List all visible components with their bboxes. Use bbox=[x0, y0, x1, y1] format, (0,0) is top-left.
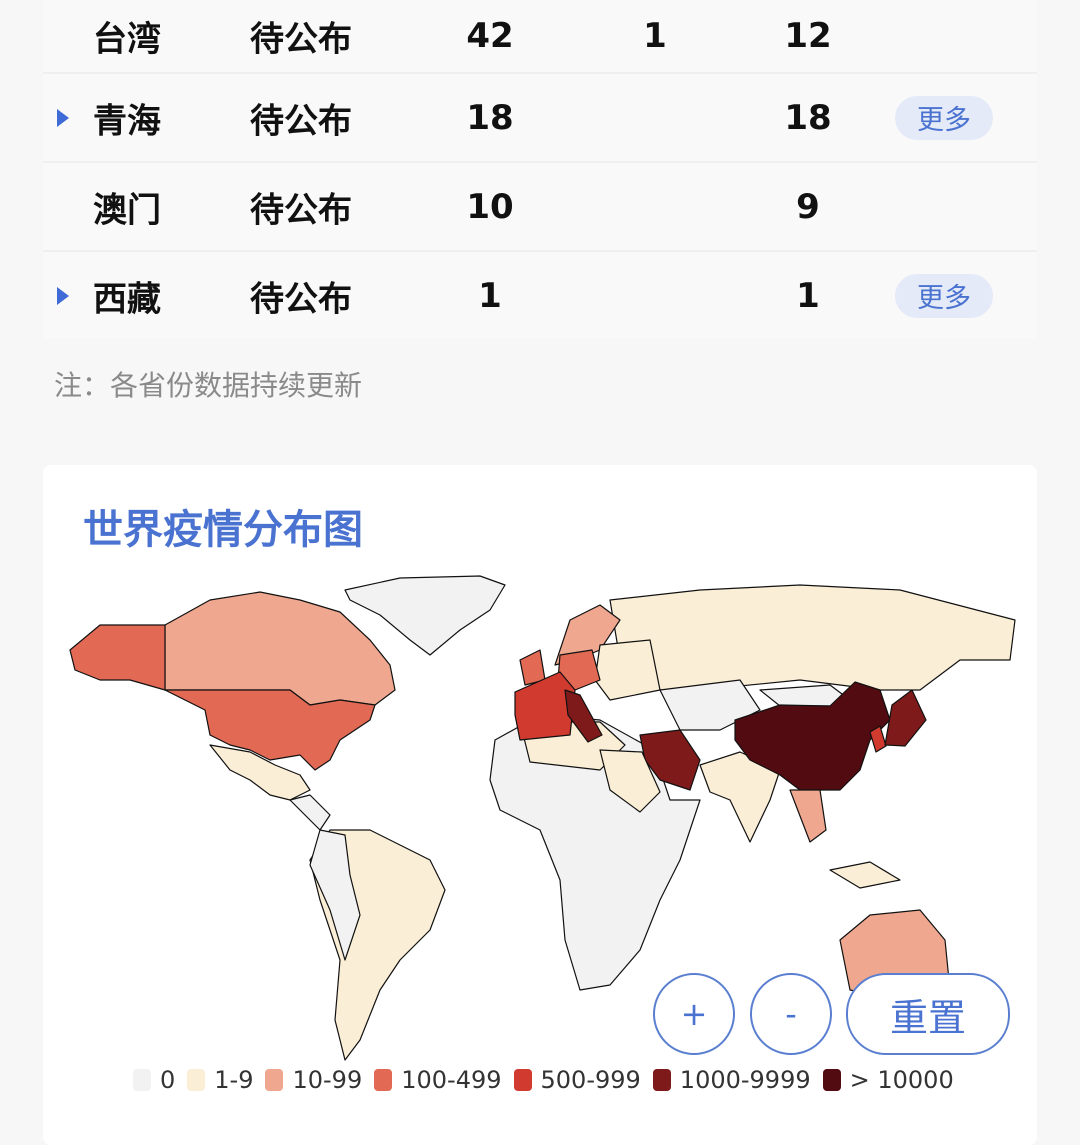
province-status: 待公布 bbox=[250, 279, 352, 319]
legend-label: 1-9 bbox=[214, 1066, 254, 1094]
region-southeast-asia[interactable] bbox=[789, 789, 827, 843]
region-indonesia[interactable] bbox=[829, 861, 901, 889]
reset-button[interactable]: 重置 bbox=[846, 973, 1010, 1055]
region-greenland[interactable] bbox=[344, 575, 506, 656]
legend-swatch bbox=[374, 1069, 393, 1091]
table-row[interactable]: 西藏 待公布 1 1 更多 bbox=[43, 252, 1037, 339]
legend-item[interactable]: 1-9 bbox=[187, 1066, 253, 1094]
world-map-card: 世界疫情分布图 + - 重置 0 1-9 10-99 100-499 500-999 10… bbox=[43, 465, 1037, 1145]
province-status: 待公布 bbox=[250, 19, 352, 60]
region-japan[interactable] bbox=[884, 689, 927, 747]
province-table: 台湾 待公布 42 1 12 青海 待公布 18 18 更多 澳门 待公布 10… bbox=[43, 0, 1037, 339]
legend-label: 1000-9999 bbox=[679, 1066, 811, 1094]
province-status: 待公布 bbox=[250, 190, 352, 230]
confirmed-count: 1 bbox=[478, 275, 502, 316]
count-col2: 1 bbox=[643, 16, 667, 56]
count-col3: 18 bbox=[784, 97, 832, 138]
region-central-america[interactable] bbox=[289, 794, 331, 831]
zoom-out-button[interactable]: - bbox=[750, 973, 832, 1055]
expand-arrow-icon[interactable] bbox=[57, 286, 69, 305]
region-arabia[interactable] bbox=[599, 749, 661, 813]
more-button[interactable]: 更多 bbox=[895, 273, 993, 318]
legend-swatch bbox=[133, 1069, 151, 1091]
region-russia[interactable] bbox=[609, 584, 1016, 691]
region-canada[interactable] bbox=[164, 591, 396, 706]
legend-label: 10-99 bbox=[292, 1066, 363, 1094]
region-china[interactable] bbox=[734, 681, 891, 791]
region-usa[interactable] bbox=[164, 689, 376, 771]
more-button[interactable]: 更多 bbox=[895, 95, 993, 140]
map-title: 世界疫情分布图 bbox=[83, 507, 363, 553]
world-map[interactable] bbox=[43, 465, 1037, 1145]
zoom-in-button[interactable]: + bbox=[653, 973, 735, 1055]
legend-swatch bbox=[652, 1069, 671, 1091]
confirmed-count: 10 bbox=[466, 186, 514, 227]
region-mexico[interactable] bbox=[209, 744, 311, 801]
province-name: 台湾 bbox=[93, 19, 161, 60]
province-name: 澳门 bbox=[93, 190, 161, 230]
region-korea[interactable] bbox=[869, 725, 887, 753]
table-row[interactable]: 青海 待公布 18 18 更多 bbox=[43, 74, 1037, 163]
legend-item[interactable]: 10-99 bbox=[265, 1066, 362, 1094]
legend-label: 100-499 bbox=[401, 1066, 502, 1094]
province-name: 青海 bbox=[93, 101, 161, 141]
count-col3: 12 bbox=[784, 16, 832, 56]
province-status: 待公布 bbox=[250, 101, 352, 141]
legend-item[interactable]: 100-499 bbox=[374, 1066, 502, 1094]
table-row: 台湾 待公布 42 1 12 bbox=[43, 0, 1037, 74]
region-andes[interactable] bbox=[309, 829, 361, 961]
province-name: 西藏 bbox=[93, 279, 161, 319]
legend-swatch bbox=[265, 1069, 284, 1091]
confirmed-count: 42 bbox=[466, 16, 514, 56]
legend-swatch bbox=[822, 1069, 841, 1091]
legend-item[interactable]: 1000-9999 bbox=[652, 1066, 811, 1094]
table-row: 澳门 待公布 10 9 bbox=[43, 163, 1037, 252]
legend-label: 500-999 bbox=[540, 1066, 641, 1094]
legend-swatch bbox=[513, 1069, 532, 1091]
expand-arrow-icon[interactable] bbox=[57, 108, 69, 127]
legend-item[interactable]: 0 bbox=[133, 1066, 175, 1094]
region-italy[interactable] bbox=[564, 689, 603, 743]
legend-swatch bbox=[187, 1069, 206, 1091]
region-eastern-europe[interactable] bbox=[594, 639, 661, 701]
count-col3: 1 bbox=[796, 275, 820, 316]
map-legend: 0 1-9 10-99 100-499 500-999 1000-9999 > 10000 bbox=[133, 1066, 958, 1094]
update-note: 注：各省份数据持续更新 bbox=[54, 369, 363, 402]
legend-item[interactable]: 500-999 bbox=[513, 1066, 641, 1094]
legend-label: > 10000 bbox=[849, 1066, 954, 1094]
region-france-spain[interactable] bbox=[514, 671, 576, 741]
legend-label: 0 bbox=[160, 1066, 176, 1094]
confirmed-count: 18 bbox=[466, 97, 514, 138]
region-alaska[interactable] bbox=[69, 624, 166, 691]
count-col3: 9 bbox=[796, 186, 820, 227]
legend-item[interactable]: > 10000 bbox=[822, 1066, 954, 1094]
